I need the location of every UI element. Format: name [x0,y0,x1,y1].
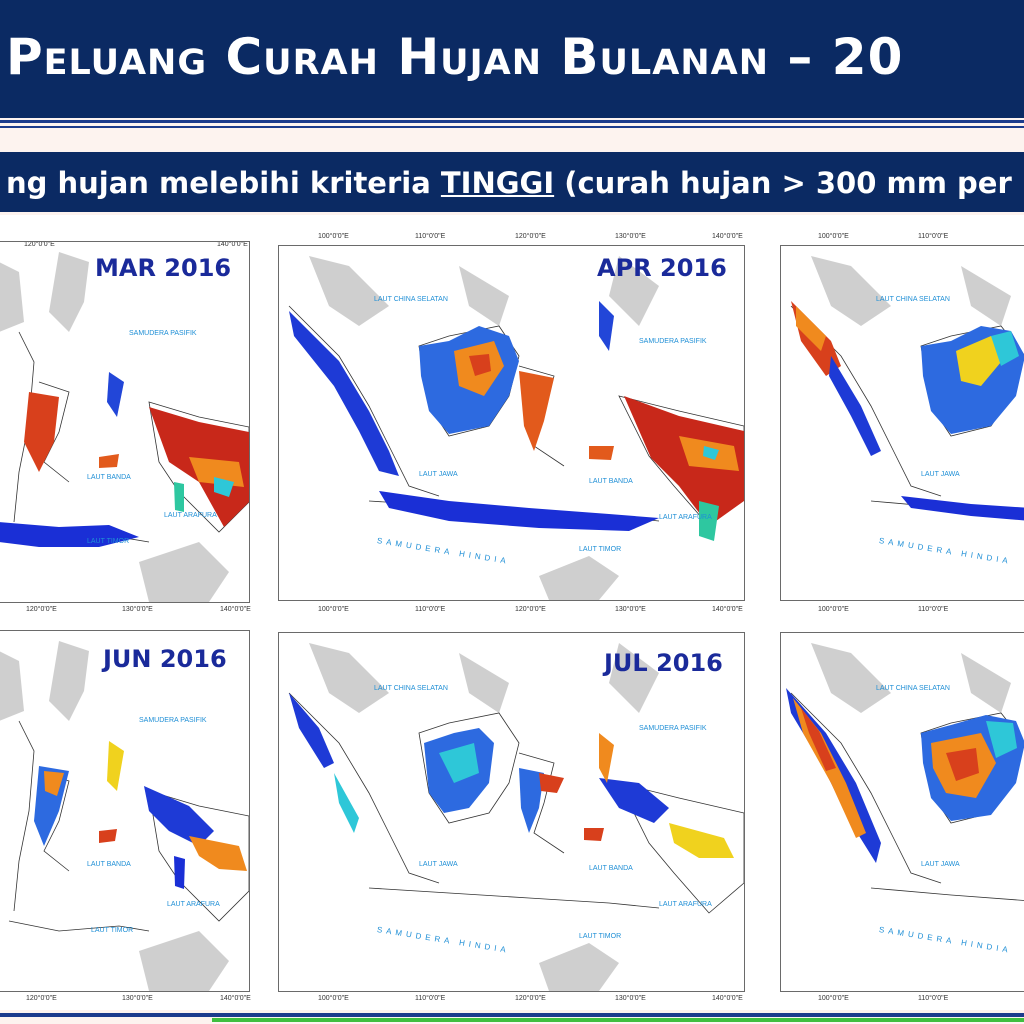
month-label-jun: JUN 2016 [103,645,227,673]
title-rule-secondary [0,126,1024,128]
sea-label-may-1: LAUT JAWA [921,471,960,478]
axis-bottom-jul-4: 140°0'0"E [712,995,743,1002]
sea-label-apr-3: LAUT BANDA [589,478,633,485]
axis-top-mar-0: 120°0'0"E [24,241,55,248]
map-drawing-jul [288,643,744,991]
subtitle-part-1: ng hujan melebihi kriteria [6,166,441,200]
footer-rule [0,1013,1024,1017]
sea-label-jun-0: SAMUDERA PASIFIK [139,717,207,724]
map-drawing-mar [0,252,249,602]
sea-label-apr-2: LAUT JAWA [419,471,458,478]
month-label-jul: JUL 2016 [604,649,723,677]
page-title: Peluang Curah Hujan Bulanan – 20 [6,28,904,86]
title-bar: Peluang Curah Hujan Bulanan – 20 [0,0,1024,118]
sea-label-jul-3: LAUT BANDA [589,865,633,872]
sea-label-mar-3: LAUT TIMOR [87,538,130,545]
subtitle-part-2: (curah hujan > 300 mm per [554,166,1012,200]
axis-top-apr-0: 100°0'0"E [318,233,349,240]
subtitle-bar: ng hujan melebihi kriteria TINGGI (curah… [0,152,1024,212]
sea-label-apr-4: LAUT ARAFURA [659,514,712,521]
axis-top-apr-1: 110°0'0"E [415,233,446,240]
sea-label-mar-0: SAMUDERA PASIFIK [129,330,197,337]
sea-label-aug-0: LAUT CHINA SELATAN [876,685,950,692]
axis-bottom-jul-2: 120°0'0"E [515,995,546,1002]
title-rule [0,120,1024,123]
axis-top-may-1: 110°0'0"E [918,233,949,240]
axis-top-mar-1: 140°0'0"E [217,241,248,248]
axis-bottom-apr-4: 140°0'0"E [712,606,743,613]
axis-bottom-mar-1: 130°0'0"E [122,606,153,613]
sea-label-jun-2: LAUT ARAFURA [167,901,220,908]
subtitle-emphasis: TINGGI [440,166,555,200]
axis-bottom-jul-0: 100°0'0"E [318,995,349,1002]
sea-label-jun-3: LAUT TIMOR [91,927,134,934]
axis-bottom-jun-2: 140°0'0"E [220,995,251,1002]
axis-bottom-aug-0: 100°0'0"E [818,995,849,1002]
sea-label-jul-0: LAUT CHINA SELATAN [374,685,448,692]
map-panel-apr: APR 2016 LAUT CHINA SELATAN SAMUDERA PAS… [278,245,745,601]
axis-top-apr-2: 120°0'0"E [515,233,546,240]
axis-bottom-apr-2: 120°0'0"E [515,606,546,613]
map-panel-mar: MAR 2016 120°0'0"E 140°0'0"E SAMUDERA PA… [0,241,250,603]
map-panel-jul: JUL 2016 LAUT CHINA SELATAN SAMUDERA PAS… [278,632,745,992]
sea-label-jul-1: SAMUDERA PASIFIK [639,725,707,732]
map-drawing-apr [288,256,744,600]
axis-bottom-may-1: 110°0'0"E [918,606,949,613]
sea-label-mar-2: LAUT ARAFURA [164,512,217,519]
axis-top-may-0: 100°0'0"E [818,233,849,240]
axis-bottom-jun-0: 120°0'0"E [26,995,57,1002]
month-label-mar: MAR 2016 [95,254,232,282]
map-drawing-aug [786,643,1024,901]
sea-label-jul-5: LAUT TIMOR [579,933,622,940]
axis-bottom-jul-1: 110°0'0"E [415,995,446,1002]
month-label-apr: APR 2016 [597,254,727,282]
axis-bottom-jun-1: 130°0'0"E [122,995,153,1002]
sea-label-apr-5: LAUT TIMOR [579,546,622,553]
sea-label-may-0: LAUT CHINA SELATAN [876,296,950,303]
map-drawing-may [790,256,1024,521]
axis-bottom-mar-2: 140°0'0"E [220,606,251,613]
sea-label-jul-4: LAUT ARAFURA [659,901,712,908]
axis-bottom-jul-3: 130°0'0"E [615,995,646,1002]
axis-bottom-apr-3: 130°0'0"E [615,606,646,613]
map-panel-jun: JUN 2016 SAMUDERA PASIFIK LAUT BANDA LAU… [0,630,250,992]
sea-label-aug-1: LAUT JAWA [921,861,960,868]
axis-top-apr-3: 130°0'0"E [615,233,646,240]
footer-accent [212,1018,1024,1022]
axis-bottom-aug-1: 110°0'0"E [918,995,949,1002]
axis-bottom-may-0: 100°0'0"E [818,606,849,613]
map-panel-may: LAUT CHINA SELATAN LAUT JAWA SAMUDERA HI… [780,245,1024,601]
map-drawing-jun [0,641,249,991]
axis-bottom-apr-0: 100°0'0"E [318,606,349,613]
subtitle: ng hujan melebihi kriteria TINGGI (curah… [6,166,1012,200]
sea-label-mar-1: LAUT BANDA [87,474,131,481]
sea-label-apr-0: LAUT CHINA SELATAN [374,296,448,303]
map-panel-aug: LAUT CHINA SELATAN LAUT JAWA SAMUDERA HI… [780,632,1024,992]
axis-bottom-mar-0: 120°0'0"E [26,606,57,613]
map-grid: MAR 2016 120°0'0"E 140°0'0"E SAMUDERA PA… [0,215,1024,1010]
axis-top-apr-4: 140°0'0"E [712,233,743,240]
sea-label-jul-2: LAUT JAWA [419,861,458,868]
sea-label-jun-1: LAUT BANDA [87,861,131,868]
sea-label-apr-1: SAMUDERA PASIFIK [639,338,707,345]
axis-bottom-apr-1: 110°0'0"E [415,606,446,613]
